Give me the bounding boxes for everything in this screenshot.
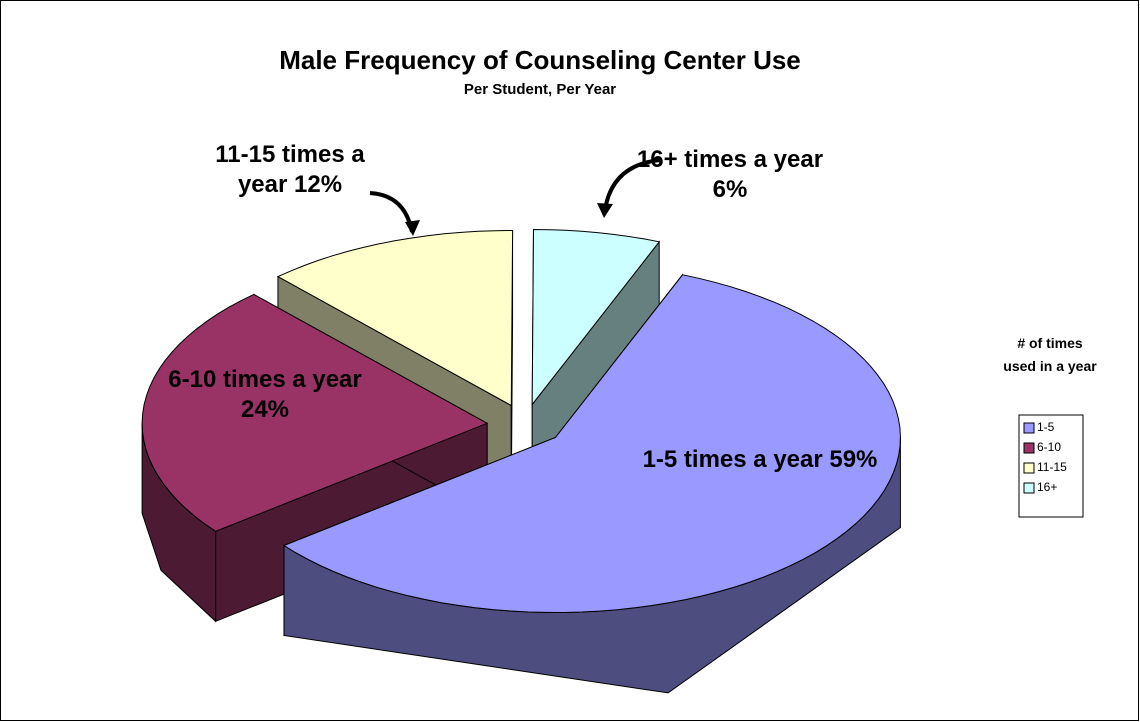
legend-label: 1-5 xyxy=(1037,420,1055,434)
arrowhead xyxy=(405,220,420,236)
legend-label: 6-10 xyxy=(1037,440,1061,454)
chart-subtitle: Per Student, Per Year xyxy=(464,81,616,98)
data-label: 11-15 times a year 12% xyxy=(215,141,365,198)
arrow xyxy=(603,158,661,211)
legend-box xyxy=(1018,414,1084,518)
legend-swatch xyxy=(1023,442,1035,454)
legend: 1-5 6-10 11-15 16+ xyxy=(1018,414,1084,518)
slice-top xyxy=(141,293,489,532)
slice-top xyxy=(276,229,514,407)
legend-swatch xyxy=(1023,482,1035,494)
data-label: 16+ times a year 6% xyxy=(636,146,824,203)
data-label: 6-10 times a year 24% xyxy=(168,366,362,423)
legend-label: 16+ xyxy=(1037,480,1057,494)
chart-title: Male Frequency of Counseling Center Use xyxy=(279,45,801,75)
arrowhead xyxy=(597,203,613,218)
slice-top xyxy=(531,228,661,406)
slice xyxy=(282,273,901,694)
legend-label: 11-15 xyxy=(1037,460,1067,474)
legend-title: # of times used in a year xyxy=(1003,335,1097,374)
slice-top xyxy=(282,274,901,614)
data-label: 1-5 times a year 59% xyxy=(642,446,878,473)
legend-swatch xyxy=(1023,422,1035,434)
pie xyxy=(141,228,901,694)
legend-swatch xyxy=(1023,462,1035,474)
